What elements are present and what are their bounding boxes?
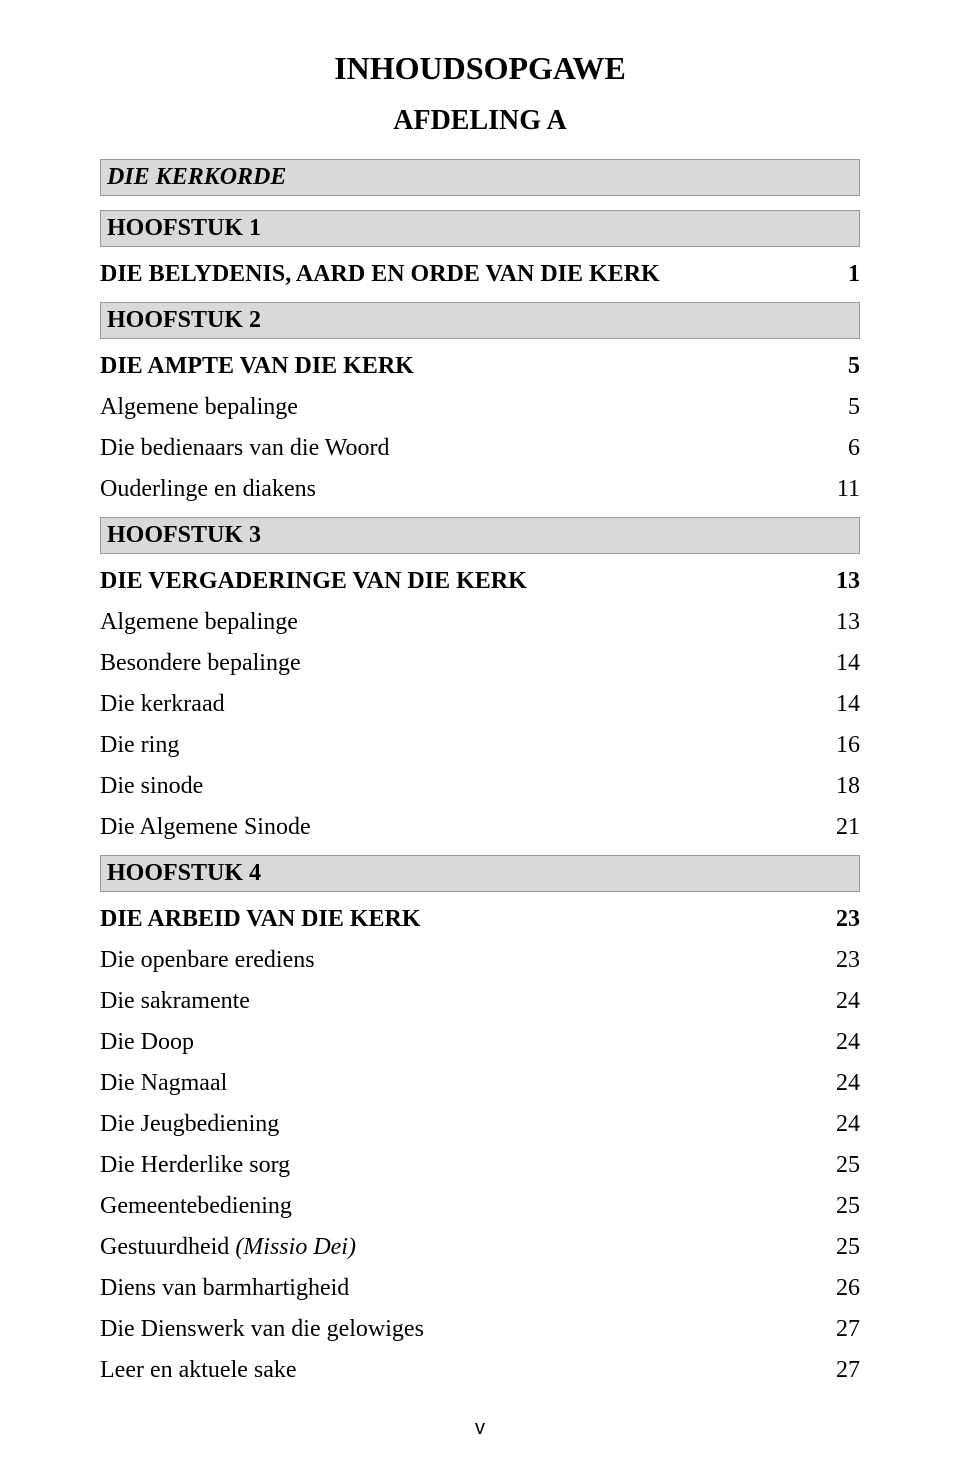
toc-row-label-italic: (Missio Dei) xyxy=(235,1234,356,1260)
toc-row-page: 26 xyxy=(836,1275,860,1302)
toc-row-page: 14 xyxy=(836,650,860,677)
toc-row: Diens van barmhartigheid26 xyxy=(100,1275,860,1302)
toc-row: DIE ARBEID VAN DIE KERK23 xyxy=(100,906,860,933)
toc-row: DIE BELYDENIS, AARD EN ORDE VAN DIE KERK… xyxy=(100,261,860,288)
toc-row: Gemeentebediening25 xyxy=(100,1193,860,1220)
toc-row: Die Doop24 xyxy=(100,1029,860,1056)
toc-row-page: 23 xyxy=(836,906,860,933)
toc-row: Die Dienswerk van die gelowiges27 xyxy=(100,1316,860,1343)
toc-row-page: 23 xyxy=(836,947,860,974)
toc-row-page: 5 xyxy=(848,353,860,380)
toc-row-page: 24 xyxy=(836,988,860,1015)
toc-row-page: 1 xyxy=(848,261,860,288)
toc-row: Besondere bepalinge14 xyxy=(100,650,860,677)
toc-row-label: Diens van barmhartigheid xyxy=(100,1275,836,1302)
chapter-header: HOOFSTUK 4 xyxy=(100,855,860,892)
toc-row-label: Die kerkraad xyxy=(100,691,836,718)
toc-row-label: Die openbare erediens xyxy=(100,947,836,974)
section-header-label: DIE KERKORDE xyxy=(107,164,286,190)
page-title: INHOUDSOPGAWE xyxy=(100,50,860,87)
toc-row-label: Die Herderlike sorg xyxy=(100,1152,836,1179)
toc-row: Die Herderlike sorg25 xyxy=(100,1152,860,1179)
toc-row-page: 13 xyxy=(836,609,860,636)
toc-row-page: 13 xyxy=(836,568,860,595)
page-number-footer: v xyxy=(0,1417,960,1440)
chapter-header: HOOFSTUK 2 xyxy=(100,302,860,339)
toc-row: DIE AMPTE VAN DIE KERK5 xyxy=(100,353,860,380)
chapter-header: HOOFSTUK 1 xyxy=(100,210,860,247)
toc-row-page: 16 xyxy=(836,732,860,759)
toc-row: Die sakramente24 xyxy=(100,988,860,1015)
toc-row: DIE VERGADERINGE VAN DIE KERK13 xyxy=(100,568,860,595)
toc-row-page: 25 xyxy=(836,1234,860,1261)
toc-row-label: Die Algemene Sinode xyxy=(100,814,836,841)
toc-row-label: Leer en aktuele sake xyxy=(100,1357,836,1384)
toc-row-label: Die bedienaars van die Woord xyxy=(100,435,848,462)
toc-row: Ouderlinge en diakens11 xyxy=(100,476,860,503)
toc-row: Die Algemene Sinode21 xyxy=(100,814,860,841)
toc-row-label: Die Doop xyxy=(100,1029,836,1056)
toc-row-page: 25 xyxy=(836,1152,860,1179)
toc-row: Gestuurdheid (Missio Dei)25 xyxy=(100,1234,860,1261)
toc-row-label: Algemene bepalinge xyxy=(100,609,836,636)
toc-row-page: 21 xyxy=(836,814,860,841)
toc-row-label: Gemeentebediening xyxy=(100,1193,836,1220)
toc-row-label: DIE ARBEID VAN DIE KERK xyxy=(100,906,836,933)
toc-row-label: Die Nagmaal xyxy=(100,1070,836,1097)
toc-row-label: Die Jeugbediening xyxy=(100,1111,836,1138)
toc-row: Die openbare erediens23 xyxy=(100,947,860,974)
toc-row-page: 25 xyxy=(836,1193,860,1220)
toc-row-label: Algemene bepalinge xyxy=(100,394,848,421)
toc-row: Die Jeugbediening24 xyxy=(100,1111,860,1138)
toc-row-label: Die Dienswerk van die gelowiges xyxy=(100,1316,836,1343)
toc-row: Algemene bepalinge5 xyxy=(100,394,860,421)
toc-row-label: DIE AMPTE VAN DIE KERK xyxy=(100,353,848,380)
toc-row-label: DIE VERGADERINGE VAN DIE KERK xyxy=(100,568,836,595)
toc-row: Leer en aktuele sake27 xyxy=(100,1357,860,1384)
toc-row: Die sinode18 xyxy=(100,773,860,800)
toc-row-page: 24 xyxy=(836,1029,860,1056)
page-subtitle: AFDELING A xyxy=(100,105,860,137)
page: INHOUDSOPGAWE AFDELING A DIE KERKORDE HO… xyxy=(0,0,960,1460)
toc-row: Die Nagmaal24 xyxy=(100,1070,860,1097)
toc-row: Die kerkraad14 xyxy=(100,691,860,718)
toc-row-page: 27 xyxy=(836,1357,860,1384)
toc-row-label: Die ring xyxy=(100,732,836,759)
toc-row: Die ring16 xyxy=(100,732,860,759)
toc-row-label: Gestuurdheid (Missio Dei) xyxy=(100,1234,836,1261)
toc-row-page: 24 xyxy=(836,1111,860,1138)
chapter-header: HOOFSTUK 3 xyxy=(100,517,860,554)
toc-row-page: 5 xyxy=(848,394,860,421)
toc-row-label: Ouderlinge en diakens xyxy=(100,476,837,503)
toc-row-label: Die sinode xyxy=(100,773,836,800)
toc-row-label: DIE BELYDENIS, AARD EN ORDE VAN DIE KERK xyxy=(100,261,848,288)
toc-row-page: 14 xyxy=(836,691,860,718)
section-header: DIE KERKORDE xyxy=(100,159,860,196)
toc-row-page: 6 xyxy=(848,435,860,462)
toc-row: Die bedienaars van die Woord6 xyxy=(100,435,860,462)
toc-row-label: Besondere bepalinge xyxy=(100,650,836,677)
toc-row-label-prefix: Gestuurdheid xyxy=(100,1234,235,1260)
toc-row-label: Die sakramente xyxy=(100,988,836,1015)
toc-row-page: 24 xyxy=(836,1070,860,1097)
toc-row: Algemene bepalinge13 xyxy=(100,609,860,636)
toc-row-page: 27 xyxy=(836,1316,860,1343)
toc-row-page: 11 xyxy=(837,476,860,503)
chapters-container: HOOFSTUK 1 DIE BELYDENIS, AARD EN ORDE VA… xyxy=(100,210,860,1384)
toc-row-page: 18 xyxy=(836,773,860,800)
